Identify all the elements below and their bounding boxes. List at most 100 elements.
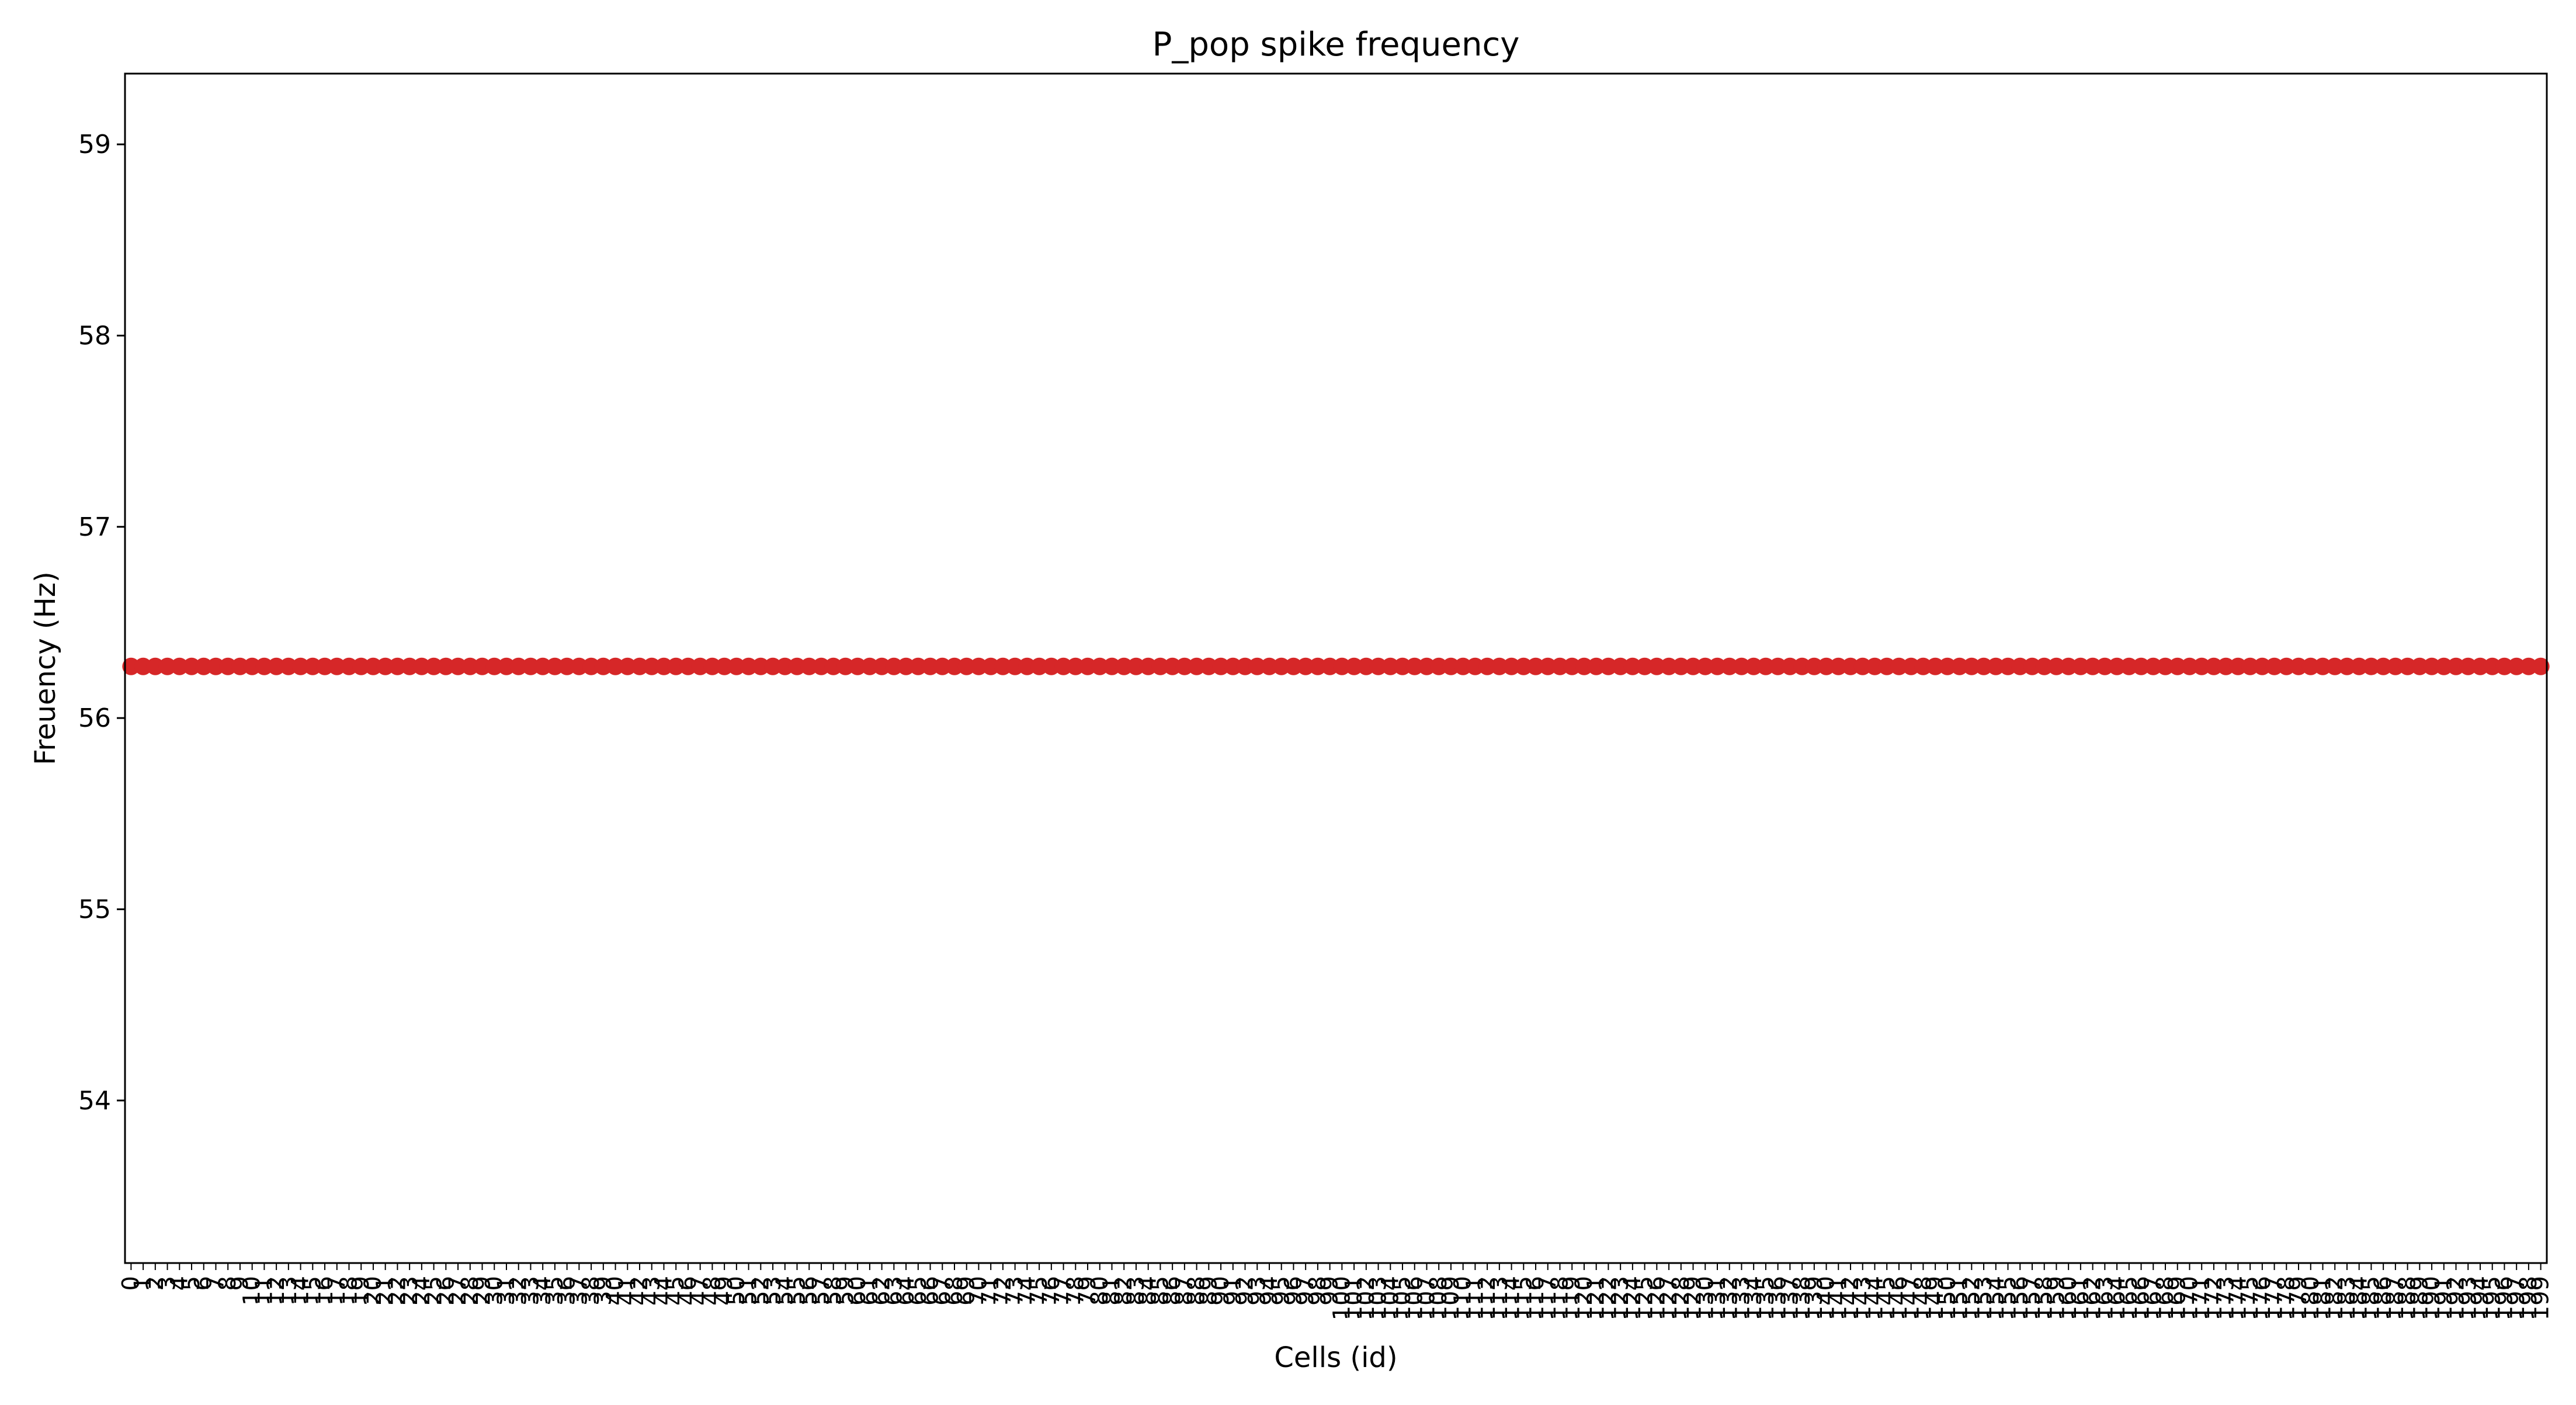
x-tick-label: 44 [650,1276,677,1306]
x-tick-label: 30 [481,1276,508,1306]
data-point [1926,657,1945,675]
x-tick-label: 77 [1050,1276,1077,1306]
x-tick-label: 162 [2079,1276,2106,1320]
data-point [2423,657,2441,675]
data-point [255,657,273,675]
x-tick-label: 4 [166,1276,193,1290]
data-point [1284,657,1303,675]
data-point [1999,657,2017,675]
x-tick-label: 14 [287,1276,314,1306]
x-tick-label: 58 [820,1276,847,1306]
data-point [1115,657,1133,675]
data-point [279,657,297,675]
x-tick-label: 160 [2055,1276,2082,1320]
x-tick-label: 123 [1607,1276,1634,1320]
x-tick-label: 161 [2067,1276,2094,1320]
data-point [1054,657,1072,675]
y-tick-label: 54 [78,1086,111,1116]
data-point [824,657,842,675]
data-point [1067,657,1085,675]
data-point [2532,657,2550,675]
x-tick-label: 153 [1970,1276,1997,1320]
x-tick-label: 111 [1461,1276,1488,1320]
x-tick-label: 157 [2019,1276,2046,1320]
x-tick-label: 176 [2249,1276,2276,1320]
data-point [304,657,322,675]
x-tick-label: 7 [202,1276,229,1290]
x-tick-label: 33 [517,1276,544,1306]
x-tick-label: 40 [602,1276,629,1306]
data-point [1200,657,1218,675]
x-tick-label: 56 [796,1276,822,1306]
data-point [1805,657,1823,675]
x-tick-label: 114 [1498,1276,1525,1320]
x-tick-label: 105 [1389,1276,1416,1320]
x-tick-label: 100 [1328,1276,1355,1320]
data-point [946,657,964,675]
data-point [1139,657,1157,675]
x-axis: 0123456789101112131415161718192021222324… [117,1263,2554,1320]
x-tick-label: 90 [1207,1276,1234,1306]
data-point [2096,657,2114,675]
x-tick-label: 130 [1692,1276,1719,1320]
x-tick-label: 45 [662,1276,689,1306]
x-tick-label: 63 [880,1276,907,1306]
x-tick-label: 26 [432,1276,459,1306]
x-tick-label: 174 [2224,1276,2251,1320]
x-tick-label: 21 [372,1276,399,1306]
data-point [1793,657,1811,675]
data-point [340,657,358,675]
data-point [594,657,612,675]
y-tick-label: 56 [78,703,111,733]
x-tick-label: 66 [917,1276,944,1306]
data-point [619,657,637,675]
data-point [2326,657,2344,675]
x-tick-label: 102 [1353,1276,1380,1320]
data-point [1164,657,1182,675]
x-tick-label: 39 [590,1276,617,1306]
data-point [2374,657,2393,675]
data-point [2120,657,2138,675]
data-point [812,657,830,675]
data-point [2241,657,2259,675]
x-tick-label: 198 [2515,1276,2542,1320]
x-tick-label: 182 [2321,1276,2348,1320]
data-point [2362,657,2380,675]
x-tick-label: 128 [1668,1276,1695,1320]
x-tick-label: 152 [1958,1276,1985,1320]
data-point [558,657,576,675]
data-point [679,657,697,675]
data-point [1781,657,1799,675]
data-point [2508,657,2526,675]
data-point [1938,657,1956,675]
data-point [134,657,152,675]
x-tick-label: 155 [1995,1276,2022,1320]
x-tick-label: 196 [2491,1276,2518,1320]
data-point [1527,657,1545,675]
data-point [2519,657,2537,675]
data-point [522,657,540,675]
x-tick-label: 75 [1026,1276,1053,1306]
x-tick-label: 11 [251,1276,277,1306]
x-tick-label: 24 [408,1276,435,1306]
data-point [631,657,649,675]
x-tick-label: 154 [1983,1276,2009,1320]
data-point [2435,657,2453,675]
data-point [1866,657,1884,675]
data-point [1623,657,1641,675]
y-tick-label: 59 [78,130,111,159]
x-tick-label: 122 [1595,1276,1622,1320]
data-point [2060,657,2078,675]
x-tick-label: 171 [2188,1276,2215,1320]
data-point [2011,657,2029,675]
data-point [1030,657,1049,675]
x-tick-label: 177 [2261,1276,2288,1320]
x-tick-label: 126 [1643,1276,1670,1320]
x-tick-label: 10 [239,1276,266,1306]
data-point [268,657,286,675]
x-tick-label: 48 [699,1276,725,1306]
x-tick-label: 73 [1002,1276,1029,1306]
x-tick-label: 55 [784,1276,811,1306]
